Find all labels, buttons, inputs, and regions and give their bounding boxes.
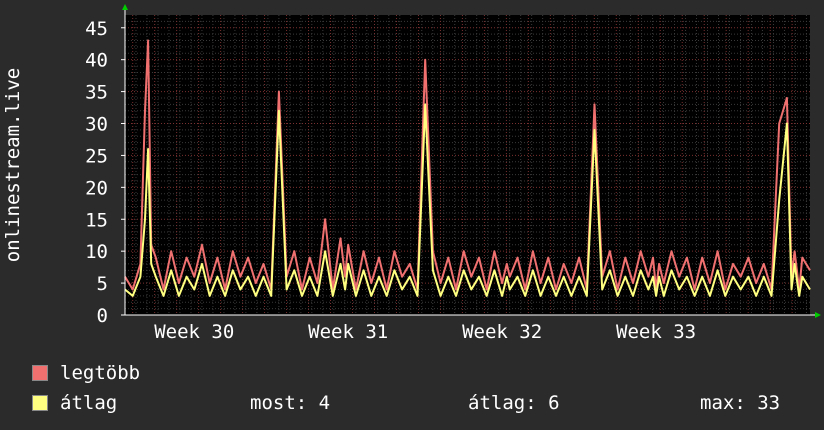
x-tick-label: Week 31 (308, 321, 388, 343)
series-lines (124, 39, 811, 297)
stat-avg: átlag: 6 (468, 392, 560, 414)
x-tick-label: Week 32 (462, 321, 542, 343)
legend-swatch-max (32, 365, 48, 381)
legend-label-max: legtöbb (60, 362, 141, 384)
y-tick-label: 35 (85, 82, 108, 104)
stat-now: most: 4 (250, 392, 331, 414)
y-tick-label: 40 (85, 50, 108, 72)
y-tick-label: 25 (85, 145, 108, 167)
axes (122, 4, 821, 318)
legend-item-max: legtöbb (32, 362, 140, 384)
y-tick-label: 5 (97, 273, 108, 295)
x-tick-label: Week 30 (154, 321, 234, 343)
grid (124, 15, 810, 315)
y-tick-label: 10 (85, 241, 108, 263)
y-tick-labels: 0 5 10 15 20 25 30 35 40 45 (85, 18, 125, 327)
y-axis-arrow (122, 4, 128, 10)
y-tick-label: 45 (85, 18, 108, 40)
x-tick-labels: Week 30 Week 31 Week 32 Week 33 (154, 321, 696, 343)
y-tick-label: 0 (97, 305, 108, 327)
legend-item-avg: átlag (32, 392, 117, 414)
x-tick-label: Week 33 (616, 321, 696, 343)
legend-label-avg: átlag (60, 392, 118, 414)
stat-max: max: 33 (700, 392, 781, 414)
legend-swatch-avg (32, 395, 48, 411)
x-axis-arrow (815, 312, 821, 318)
y-tick-label: 15 (85, 209, 108, 231)
y-tick-label: 30 (85, 114, 108, 136)
y-tick-label: 20 (85, 177, 108, 199)
y-axis-label: onlinestream.live (2, 68, 24, 262)
series-line-1 (124, 103, 811, 297)
series-line-0 (124, 39, 811, 291)
